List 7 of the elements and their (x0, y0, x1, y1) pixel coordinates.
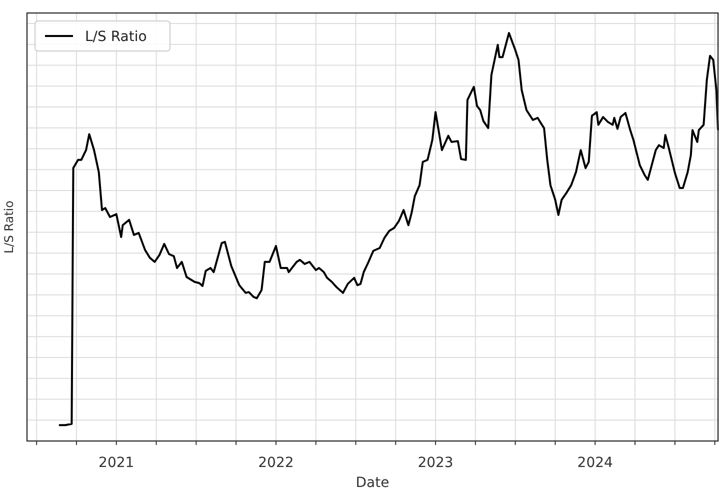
x-tick-label: 2022 (258, 455, 294, 471)
x-tick-label: 2024 (577, 455, 614, 471)
legend-label: L/S Ratio (85, 29, 147, 45)
x-tick-label: 2021 (98, 455, 134, 471)
x-tick-label: 2023 (418, 455, 454, 471)
x-axis-title: Date (356, 475, 390, 491)
y-axis-title: L/S Ratio (2, 200, 16, 254)
